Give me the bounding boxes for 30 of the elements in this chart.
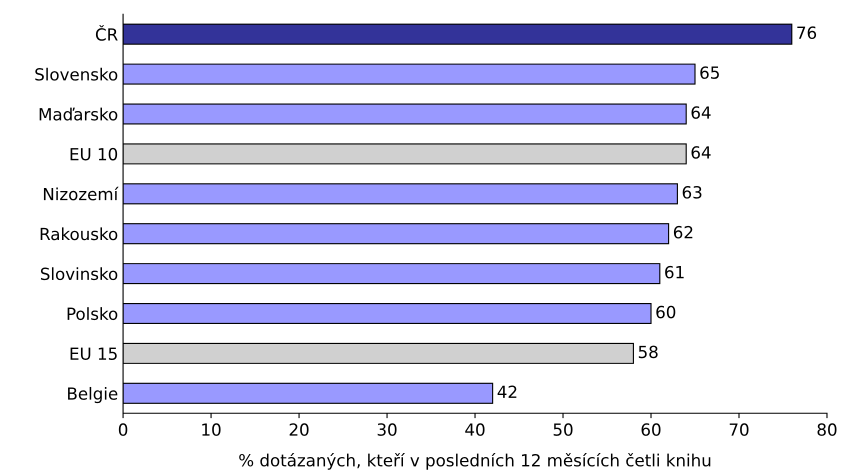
y-tick-label: EU 10 (70, 148, 118, 160)
data-label: 60 (656, 306, 676, 318)
x-tick-label: 80 (818, 423, 836, 436)
x-tick-label: 50 (554, 423, 573, 436)
data-label: 42 (498, 386, 516, 398)
data-label: 65 (700, 66, 719, 79)
y-tick-label: Maďarsko (40, 108, 118, 121)
data-label: 61 (665, 266, 684, 278)
x-tick-label: 10 (202, 423, 221, 436)
x-axis-title: % dotázaných, kteří v posledních 12 měsících četli knihu (239, 452, 710, 470)
data-label: 64 (692, 146, 711, 159)
y-tick-label: ČR (96, 25, 118, 41)
x-tick-label: 40 (465, 423, 485, 436)
data-label: 63 (682, 186, 702, 199)
x-tick-label: 70 (730, 423, 748, 436)
x-tick-label: 20 (290, 423, 309, 436)
y-tick-label: Belgie (68, 386, 118, 404)
x-tick-label: 60 (642, 423, 661, 436)
data-label: 62 (674, 226, 692, 239)
y-tick-label: Rakousko (40, 227, 118, 240)
y-tick-label: Slovinsko (40, 267, 118, 280)
x-tick-label: 30 (378, 423, 397, 436)
data-label: 64 (692, 106, 711, 119)
y-tick-label: Nizozemí (44, 186, 119, 200)
x-tick-label: 0 (118, 423, 128, 436)
y-tick-label: Slovensko (35, 68, 118, 81)
y-tick-label: EU 15 (70, 348, 117, 360)
data-label: 76 (797, 26, 816, 40)
data-label: 58 (638, 346, 658, 358)
y-tick-label: Polsko (68, 307, 118, 320)
